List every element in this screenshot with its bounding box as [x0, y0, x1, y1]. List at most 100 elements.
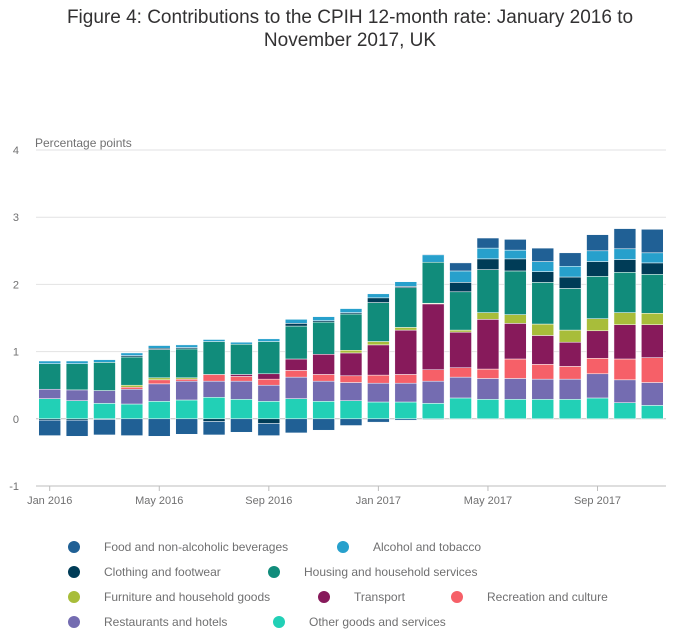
bar-segment: [148, 345, 171, 349]
bar-segment: [641, 382, 664, 406]
bar-segment: [421, 403, 445, 420]
bar-segment: [120, 418, 144, 436]
legend-item: Clothing and footwear: [68, 565, 221, 579]
bar-segment: [367, 382, 390, 403]
bar-segment: [421, 303, 445, 370]
bar-segment: [476, 312, 500, 320]
x-tick-label: Sep 2017: [574, 495, 621, 507]
bar-segment: [586, 330, 609, 359]
bar-segment: [367, 297, 390, 303]
bar-segment: [449, 270, 472, 283]
legend-item: Transport: [318, 590, 405, 604]
legend-swatch: [451, 591, 463, 603]
y-tick-label: 1: [13, 347, 19, 359]
legend-label: Furniture and household goods: [104, 590, 271, 604]
chart-title: Figure 4: Contributions to the CPIH 12-m…: [0, 6, 700, 52]
legend-swatch: [68, 591, 80, 603]
bar-segment: [175, 399, 198, 420]
bar-segment: [230, 341, 253, 345]
bar-segment: [476, 237, 500, 249]
bar-segment: [367, 401, 390, 420]
bar-segment: [230, 343, 253, 375]
bar-segment: [613, 272, 637, 313]
bar-segment: [65, 360, 89, 364]
bar-segment: [586, 234, 609, 252]
bar-segment: [120, 403, 144, 420]
bar-segment: [558, 341, 582, 367]
bar-segment: [312, 374, 335, 382]
bar-segment: [641, 252, 664, 264]
legend-item: Housing and household services: [268, 565, 477, 579]
bar-segment: [641, 229, 664, 254]
bar-segment: [312, 316, 335, 321]
y-tick-label: 4: [13, 145, 19, 157]
bar-segment: [449, 262, 472, 272]
x-tick-label: Sep 2016: [245, 495, 292, 507]
bar-segment: [504, 258, 527, 272]
bar-segment: [120, 388, 144, 405]
bar-segment: [175, 348, 198, 379]
bar-segment: [641, 313, 664, 325]
y-tick-label: 3: [13, 212, 19, 224]
y-tick-label: 0: [13, 414, 19, 426]
bar-segment: [449, 376, 472, 399]
legend-label: Other goods and services: [309, 615, 446, 629]
bar-segment: [285, 370, 308, 378]
legend-label: Restaurants and hotels: [104, 615, 228, 629]
bar-segment: [367, 344, 390, 376]
bar-segment: [285, 398, 308, 420]
bar-segment: [339, 400, 363, 420]
legend-swatch: [273, 616, 285, 628]
bar-segment: [148, 349, 171, 379]
bar-segment: [65, 363, 89, 391]
bar-segment: [476, 368, 500, 379]
legend-label: Food and non-alcoholic beverages: [104, 540, 289, 554]
bar-segment: [339, 375, 363, 383]
bar-segment: [93, 419, 116, 436]
bar-segment: [394, 382, 417, 403]
bar-segment: [202, 341, 226, 375]
bar-segment: [449, 367, 472, 378]
bar-segment: [65, 400, 89, 420]
bar-segment: [504, 314, 527, 324]
bar-segment: [230, 374, 253, 377]
bar-segment: [449, 331, 472, 368]
bar-segment: [641, 405, 664, 420]
x-tick-label: Jan 2017: [356, 495, 401, 507]
bar-segment: [367, 374, 390, 384]
legend-item: Furniture and household goods: [68, 590, 270, 604]
bar-segment: [449, 329, 472, 333]
bar-segment: [285, 323, 308, 327]
bar-segment: [586, 261, 609, 277]
bar-segment: [339, 308, 363, 313]
bar-segment: [38, 398, 61, 420]
bar-segment: [558, 266, 582, 278]
bar-segment: [504, 399, 527, 420]
legend-swatch: [318, 591, 330, 603]
bar-segment: [476, 378, 500, 400]
legend-label: Transport: [354, 590, 405, 604]
bar-segment: [504, 270, 527, 315]
bar-segment: [586, 276, 609, 319]
bar-segment: [394, 287, 417, 328]
bar-segment: [367, 341, 390, 346]
bar-segment: [504, 239, 527, 251]
bar-segment: [394, 281, 417, 287]
legend-swatch: [68, 541, 80, 553]
bar-segment: [476, 319, 500, 370]
legend-label: Housing and household services: [304, 565, 478, 579]
bar-segment: [641, 274, 664, 314]
bar-segment: [339, 382, 363, 401]
bar-segment: [38, 388, 61, 399]
bar-segment: [394, 327, 417, 331]
bar-segment: [641, 262, 664, 275]
bar-segment: [421, 253, 445, 256]
bar-segment: [202, 339, 226, 342]
bar-segment: [230, 399, 253, 420]
bar-segment: [531, 378, 554, 400]
bar-segment: [175, 380, 198, 401]
bar-segment: [285, 325, 308, 360]
bar-segment: [93, 359, 116, 363]
legend-swatch: [337, 541, 349, 553]
legend-label: Recreation and culture: [487, 590, 608, 604]
